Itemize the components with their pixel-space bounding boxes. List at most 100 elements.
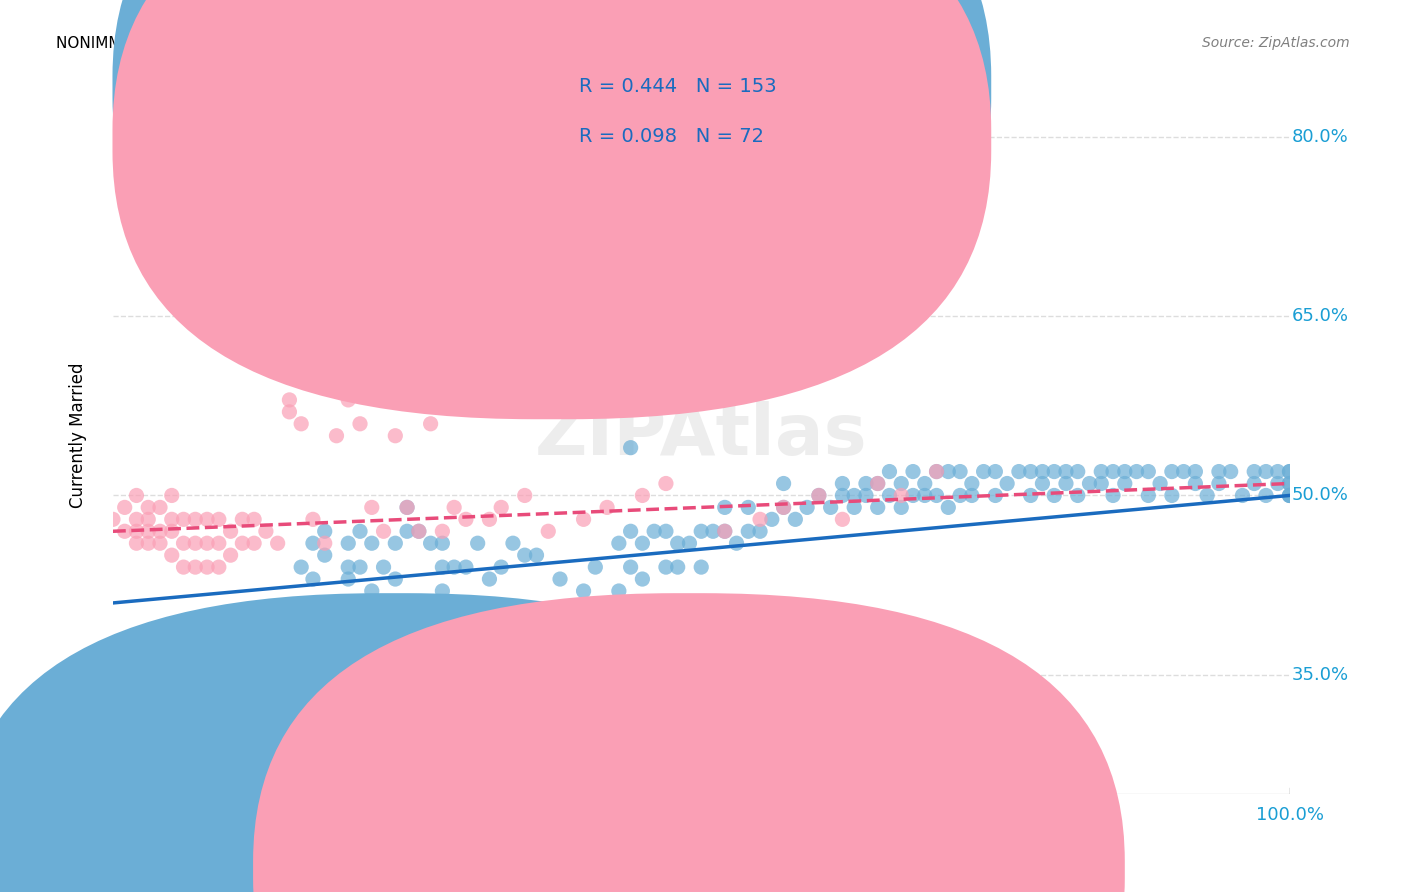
Point [1090,476,1112,491]
Text: 100.0%: 100.0% [1256,806,1323,824]
Point [219,524,242,539]
Point [1278,488,1301,502]
Point [879,488,901,502]
Point [195,512,218,526]
Point [785,512,807,526]
Point [831,488,853,502]
Point [278,392,301,407]
Point [125,667,148,681]
Point [467,536,489,550]
Point [596,632,619,646]
Point [243,739,266,754]
Text: 65.0%: 65.0% [1292,308,1348,326]
Point [607,584,630,599]
Point [901,465,924,479]
Text: R = 0.444   N = 153: R = 0.444 N = 153 [579,77,778,96]
Point [290,560,312,574]
Point [396,500,419,515]
Point [432,536,454,550]
Point [925,488,948,502]
Point [936,500,959,515]
Point [195,560,218,574]
Point [596,500,619,515]
Point [478,572,501,586]
Point [208,536,231,550]
Point [1067,488,1090,502]
Point [620,524,643,539]
Point [101,512,124,526]
Point [1197,488,1219,502]
Point [173,536,195,550]
Point [631,488,654,502]
Point [337,536,360,550]
Point [702,524,724,539]
Point [655,524,678,539]
Point [631,572,654,586]
Point [384,536,406,550]
Point [360,584,382,599]
Point [1184,465,1206,479]
Point [831,512,853,526]
Point [737,524,759,539]
Point [125,524,148,539]
Point [384,572,406,586]
Point [184,536,207,550]
Point [1278,476,1301,491]
Point [936,465,959,479]
Point [1267,476,1289,491]
Point [831,476,853,491]
Text: Nonimmigrants: Nonimmigrants [456,847,585,865]
Point [173,512,195,526]
Point [373,560,395,574]
Point [855,488,877,502]
Point [1278,465,1301,479]
Point [184,560,207,574]
Point [1043,488,1066,502]
Point [526,548,548,562]
Point [1208,476,1230,491]
Point [454,560,477,574]
Point [1208,465,1230,479]
Point [136,512,159,526]
Point [136,524,159,539]
Point [1184,476,1206,491]
Point [1278,488,1301,502]
Point [761,512,783,526]
Point [160,488,183,502]
Point [243,512,266,526]
Point [1278,465,1301,479]
Point [454,512,477,526]
Point [772,500,794,515]
Point [1149,476,1171,491]
Point [231,536,253,550]
Point [266,632,288,646]
Point [960,488,983,502]
Point [1019,488,1042,502]
Point [219,548,242,562]
Point [478,512,501,526]
Text: 50.0%: 50.0% [1292,486,1348,505]
Point [419,536,441,550]
Point [666,560,689,574]
Point [914,476,936,491]
Point [1078,476,1101,491]
Point [136,500,159,515]
Point [160,548,183,562]
Point [749,524,772,539]
Point [855,476,877,491]
Point [384,428,406,442]
Point [666,536,689,550]
Point [1160,488,1182,502]
Point [960,476,983,491]
Point [302,572,325,586]
Point [513,548,536,562]
Point [620,560,643,574]
Point [713,524,735,539]
Point [184,512,207,526]
Point [208,512,231,526]
Point [432,560,454,574]
Point [195,536,218,550]
Text: ZIPAtlas: ZIPAtlas [534,401,868,470]
Text: Immigrants from South Eastern Asia: Immigrants from South Eastern Asia [721,847,1022,865]
Point [537,524,560,539]
